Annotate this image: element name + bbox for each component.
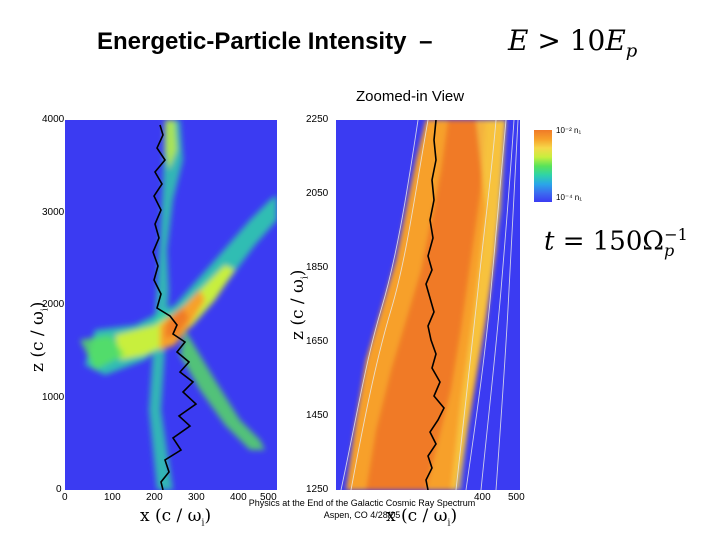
footer-line1: Physics at the End of the Galactic Cosmi… bbox=[248, 498, 476, 508]
title-dash: – bbox=[419, 28, 433, 55]
right-ytick-1650: 1650 bbox=[306, 336, 329, 347]
colorbar-bottom-label: 10⁻⁴ n₁ bbox=[556, 193, 582, 202]
left-ytick-3000: 3000 bbox=[42, 207, 65, 218]
right-xlabel: x (c / ωi) bbox=[386, 506, 457, 528]
right-ylabel: z (c / ωi) bbox=[288, 270, 310, 340]
left-plot-svg bbox=[80, 120, 277, 490]
zoomed-in-label: Zoomed-in View bbox=[356, 88, 465, 105]
title-math-ep: E bbox=[605, 24, 626, 57]
right-trace-line bbox=[425, 120, 445, 490]
right-xtick-400: 400 bbox=[474, 492, 491, 503]
right-xlabel-close: ) bbox=[450, 506, 458, 526]
right-ytick-1450: 1450 bbox=[306, 410, 329, 421]
right-ytick-1250: 1250 bbox=[306, 484, 329, 495]
right-ytick-2250: 2250 bbox=[306, 114, 329, 125]
slide-title: Energetic-Particle Intensity – bbox=[97, 28, 432, 56]
right-xlabel-text: x (c / ω bbox=[386, 506, 448, 526]
left-xlabel-close: ) bbox=[204, 506, 212, 526]
title-math-p: p bbox=[625, 40, 638, 62]
title-text: Energetic-Particle Intensity bbox=[97, 28, 407, 55]
time-t: t bbox=[544, 226, 555, 257]
left-ytick-2000: 2000 bbox=[42, 299, 65, 310]
right-plot-svg bbox=[340, 120, 519, 490]
time-sup: −1 bbox=[664, 225, 688, 244]
left-xtick-100: 100 bbox=[104, 492, 121, 503]
left-ytick-4000: 4000 bbox=[42, 114, 65, 125]
left-ytick-0: 0 bbox=[56, 484, 62, 495]
left-intensity-plot bbox=[65, 120, 277, 490]
left-ylabel-close: ) bbox=[28, 301, 48, 309]
left-ytick-1000: 1000 bbox=[42, 392, 65, 403]
title-equation: E > 10Ep bbox=[508, 24, 637, 62]
right-intensity-field bbox=[346, 120, 506, 490]
title-math-e: E bbox=[508, 24, 529, 57]
left-trace-line bbox=[152, 124, 198, 490]
right-intensity-plot bbox=[336, 120, 520, 490]
left-ylabel: z (c / ωi) bbox=[28, 302, 50, 372]
left-xtick-400: 400 bbox=[230, 492, 247, 503]
right-xtick-500: 500 bbox=[508, 492, 525, 503]
right-ylabel-close: ) bbox=[288, 269, 308, 277]
right-field-lines bbox=[340, 120, 519, 490]
left-xtick-200: 200 bbox=[146, 492, 163, 503]
time-sub: p bbox=[663, 240, 675, 260]
left-intensity-field bbox=[80, 120, 277, 490]
right-ytick-2050: 2050 bbox=[306, 188, 329, 199]
left-ylabel-text: z (c / ω bbox=[28, 311, 48, 372]
left-ylabel-sub: i bbox=[40, 308, 51, 312]
left-xtick-300: 300 bbox=[188, 492, 205, 503]
left-xlabel-text: x (c / ω bbox=[140, 506, 202, 526]
time-eq: = 150 bbox=[554, 226, 643, 257]
left-xtick-0: 0 bbox=[62, 492, 68, 503]
time-equation: t = 150Ωp−1 bbox=[544, 225, 688, 260]
right-xlabel-sub: i bbox=[447, 518, 451, 529]
time-omega: Ω bbox=[642, 226, 664, 257]
left-xlabel-sub: i bbox=[201, 518, 205, 529]
footer-caption: Physics at the End of the Galactic Cosmi… bbox=[232, 497, 492, 521]
right-ylabel-sub: i bbox=[300, 276, 311, 280]
footer-line2: Aspen, CO 4/28/05 bbox=[323, 510, 401, 520]
colorbar-top-label: 10⁻² n₁ bbox=[556, 126, 582, 135]
left-xlabel: x (c / ωi) bbox=[140, 506, 211, 528]
right-ylabel-text: z (c / ω bbox=[288, 279, 308, 340]
right-ytick-1850: 1850 bbox=[306, 262, 329, 273]
colorbar bbox=[534, 130, 552, 202]
title-math-rel: > 10 bbox=[528, 24, 606, 57]
left-xtick-500: 500 bbox=[260, 492, 277, 503]
